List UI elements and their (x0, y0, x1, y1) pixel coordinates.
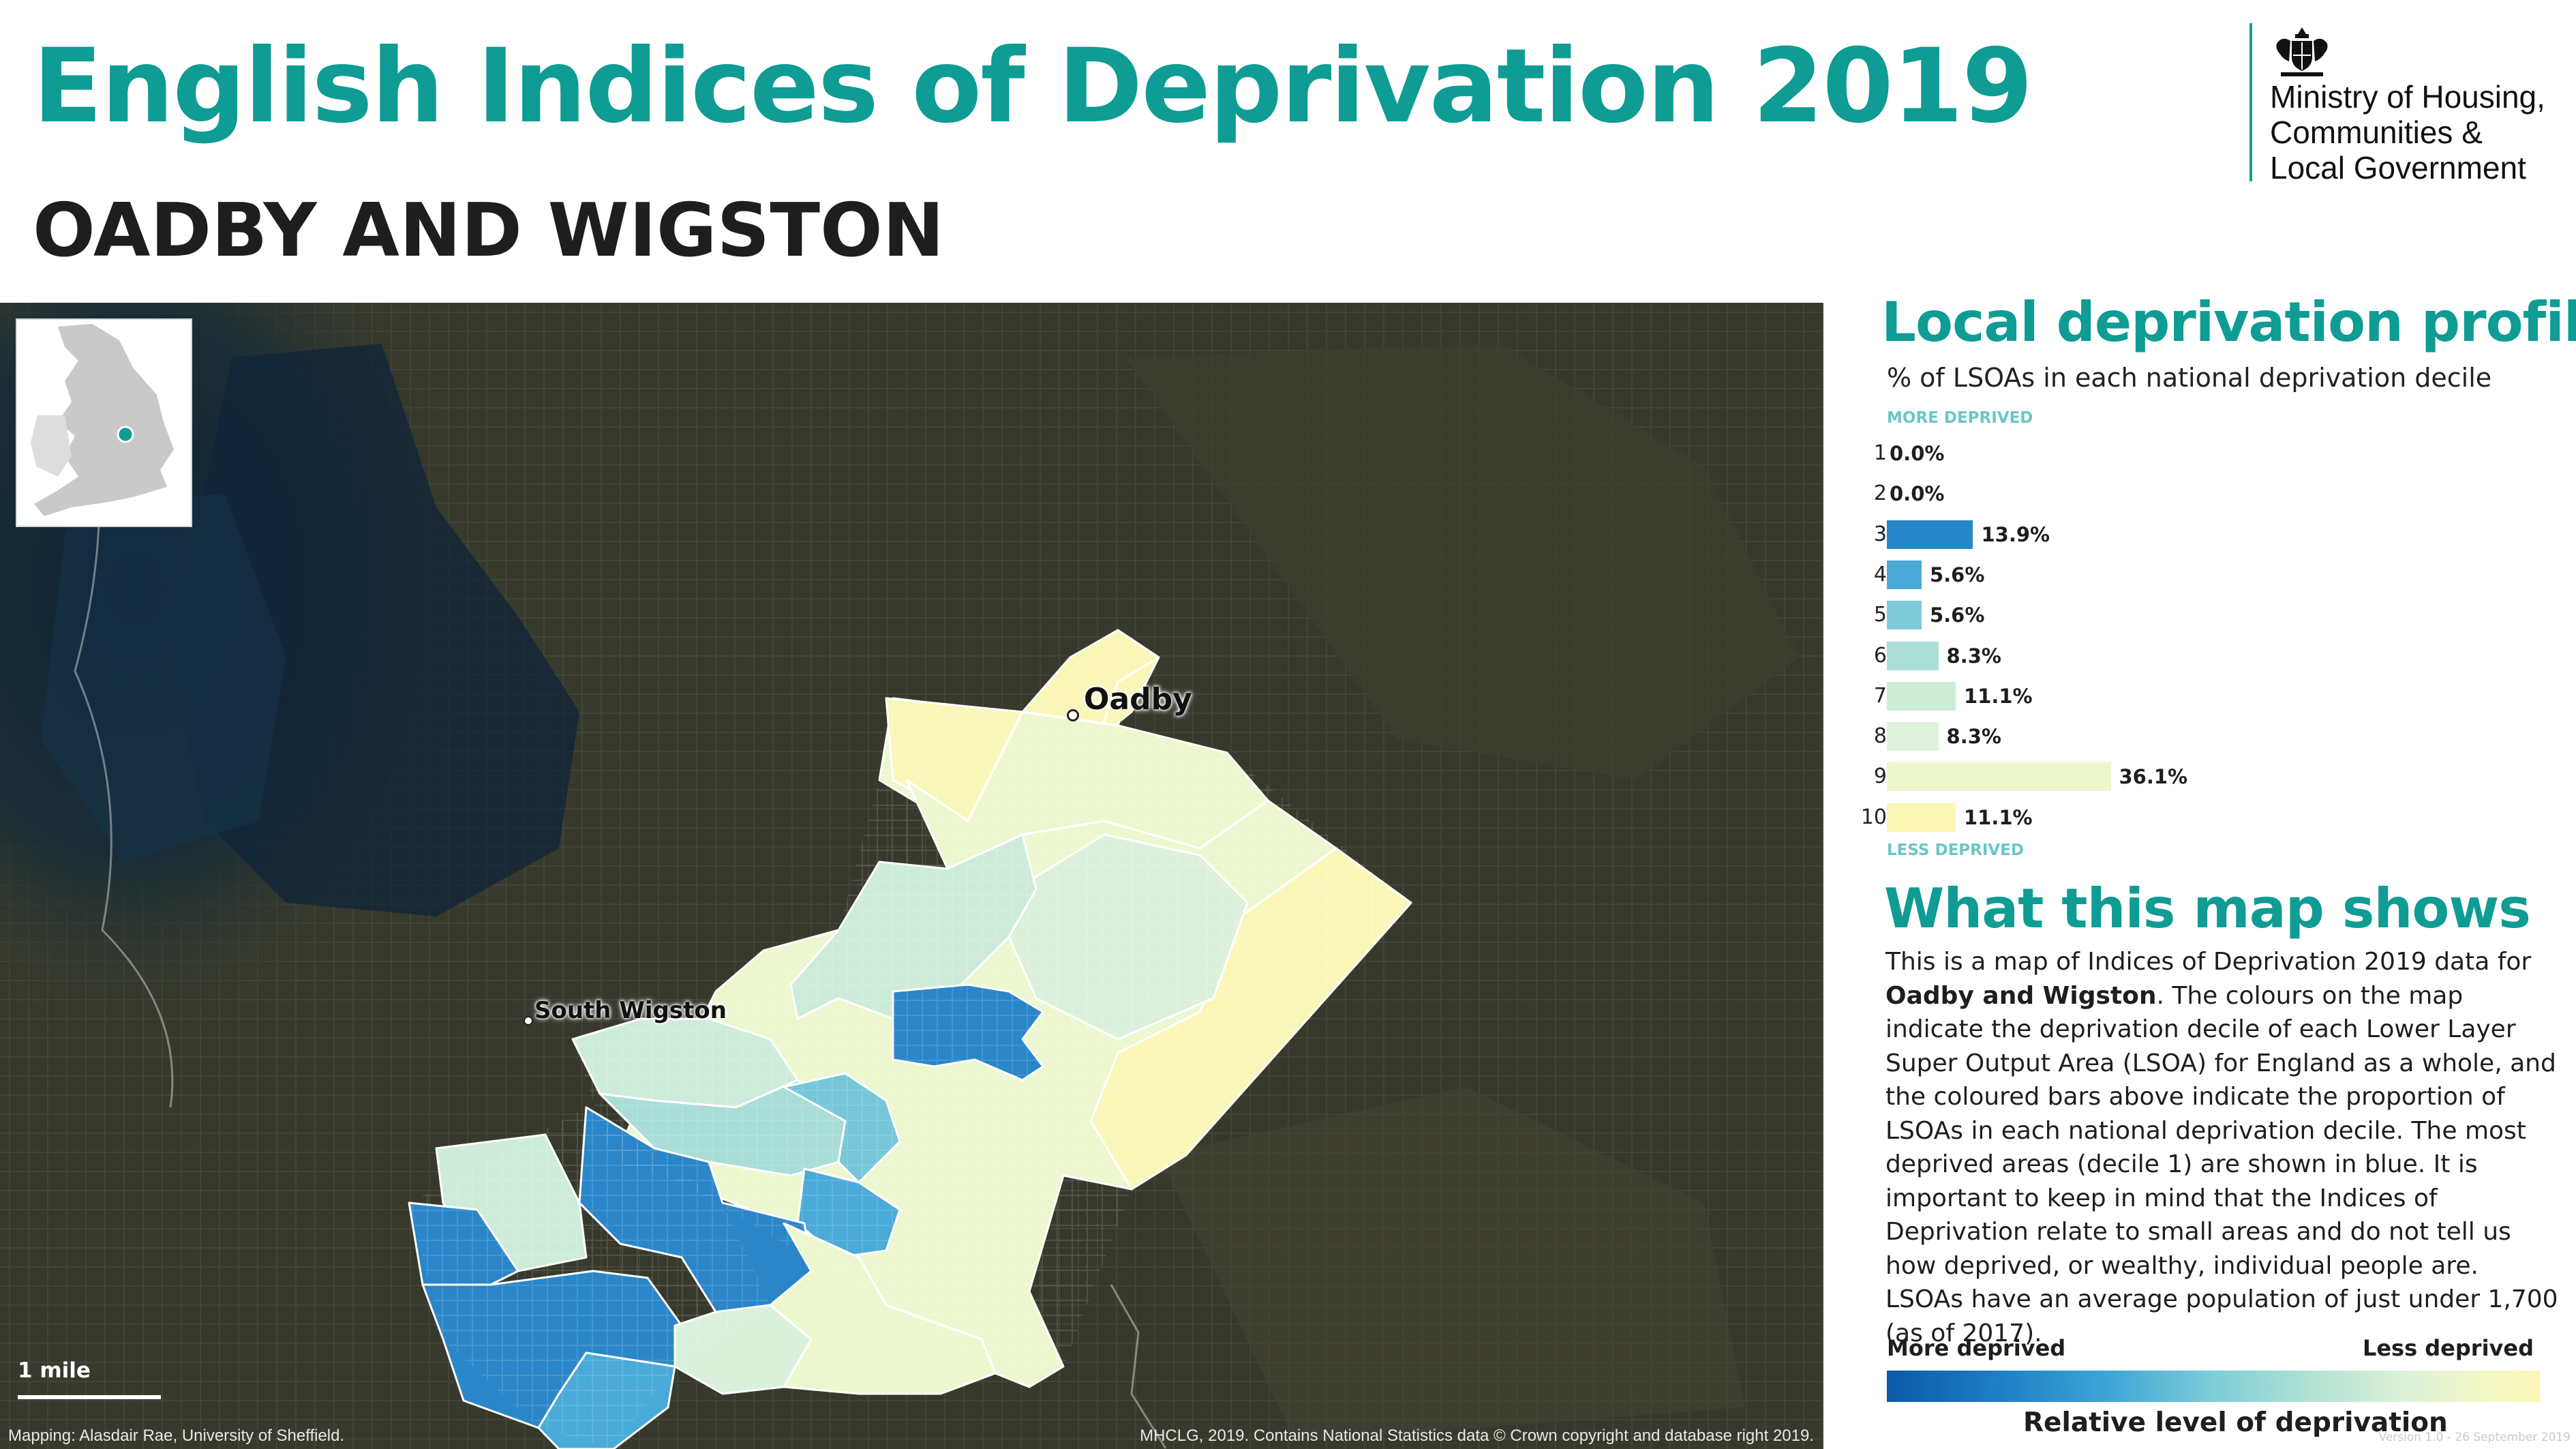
area-name: OADBY AND WIGSTON (33, 188, 945, 273)
credit-data: MHCLG, 2019. Contains National Statistic… (1140, 1426, 1814, 1445)
lsoa-decile-10-north-spur[interactable] (1096, 656, 1160, 741)
decile-bar (1887, 762, 2111, 792)
decile-percent-label: 8.3% (1946, 644, 2001, 668)
decile-row-5: 5 5.6% (1854, 599, 2536, 631)
less-deprived-caption: LESS DEPRIVED (1887, 841, 2025, 859)
decile-row-10: 10 11.1% (1854, 802, 2536, 833)
deprivation-map[interactable]: Oadby South Wigston 1 mile Mapping: Alas… (0, 303, 1823, 1449)
royal-crest-icon (2276, 27, 2328, 76)
decile-percent-label: 5.6% (1929, 603, 1985, 627)
decile-row-9: 9 36.1% (1854, 761, 2536, 792)
ministry-name-line-2: Communities & (2270, 115, 2483, 150)
decile-number: 3 (1873, 522, 1887, 546)
decile-bar (1887, 681, 1956, 711)
page-title: English Indices of Deprivation 2019 (33, 27, 2033, 146)
decile-number: 4 (1873, 562, 1887, 586)
explainer-text: This is a map of Indices of Deprivation … (1885, 945, 2560, 1350)
decile-number: 9 (1873, 764, 1887, 789)
decile-row-4: 4 5.6% (1854, 559, 2536, 591)
decile-bar (1887, 560, 1922, 589)
decile-row-6: 6 8.3% (1854, 640, 2536, 672)
map-canvas (0, 303, 1823, 1449)
decile-row-1: 1 0.0% (1854, 438, 2536, 469)
more-deprived-caption: MORE DEPRIVED (1887, 409, 2033, 427)
scale-bar (18, 1395, 161, 1399)
decile-number: 6 (1873, 643, 1887, 668)
decile-row-8: 8 8.3% (1854, 721, 2536, 752)
mhclg-logo: Ministry of Housing, Communities & Local… (2249, 23, 2563, 187)
explainer-text-rest: . The colours on the map indicate the de… (1885, 981, 2558, 1347)
profile-subtitle: % of LSOAs in each national deprivation … (1887, 363, 2492, 393)
decile-bar (1887, 803, 1956, 832)
decile-percent-label: 0.0% (1890, 442, 1945, 465)
legend-more-label: More deprived (1887, 1335, 2066, 1361)
south-wigston-marker-icon (524, 1016, 533, 1026)
ministry-name-line-3: Local Government (2270, 150, 2526, 185)
scale-label: 1 mile (18, 1358, 91, 1383)
ministry-name-line-1: Ministry of Housing, (2270, 79, 2545, 115)
logo-rule (2249, 23, 2252, 181)
decile-bar (1887, 601, 1922, 630)
decile-row-2: 2 0.0% (1854, 478, 2536, 509)
legend-gradient (1887, 1371, 2540, 1402)
location-marker-icon (117, 425, 134, 443)
decile-percent-label: 11.1% (1964, 805, 2033, 829)
locator-inset (16, 318, 192, 527)
decile-percent-label: 13.9% (1981, 522, 2050, 546)
legend-title: Relative level of deprivation (2023, 1407, 2448, 1438)
decile-bar (1887, 520, 1973, 549)
england-locator-icon (31, 324, 174, 516)
decile-number: 1 (1873, 441, 1887, 465)
credit-mapping: Mapping: Alasdair Rae, University of She… (8, 1426, 345, 1445)
decile-number: 8 (1873, 724, 1887, 749)
decile-percent-label: 5.6% (1929, 563, 1985, 586)
decile-row-7: 7 11.1% (1854, 681, 2536, 712)
explainer-text-start: This is a map of Indices of Deprivation … (1885, 948, 2532, 976)
decile-number: 5 (1873, 603, 1887, 627)
decile-number: 7 (1873, 683, 1887, 708)
decile-percent-label: 0.0% (1890, 482, 1945, 506)
ministry-name: Ministry of Housing, Communities & Local… (2270, 79, 2545, 185)
decile-row-3: 3 13.9% (1854, 519, 2536, 550)
decile-percent-label: 8.3% (1946, 725, 2001, 749)
oadby-marker-icon (1067, 709, 1079, 721)
south-wigston-label: South Wigston (534, 997, 727, 1024)
explainer-area-name: Oadby and Wigston (1885, 981, 2157, 1010)
decile-percent-label: 36.1% (2119, 765, 2188, 789)
decile-number: 2 (1873, 481, 1887, 506)
decile-bar (1887, 722, 1939, 751)
decile-percent-label: 11.1% (1964, 684, 2033, 708)
profile-title: Local deprivation profile (1881, 290, 2576, 354)
oadby-label: Oadby (1084, 682, 1192, 717)
decile-number: 10 (1860, 805, 1887, 829)
legend-less-label: Less deprived (2362, 1335, 2534, 1361)
decile-bar (1887, 641, 1939, 670)
street-texture (409, 698, 1411, 1449)
explainer-title: What this map shows (1884, 877, 2531, 940)
version-note: Version 1.0 - 26 September 2019 (2378, 1431, 2571, 1444)
